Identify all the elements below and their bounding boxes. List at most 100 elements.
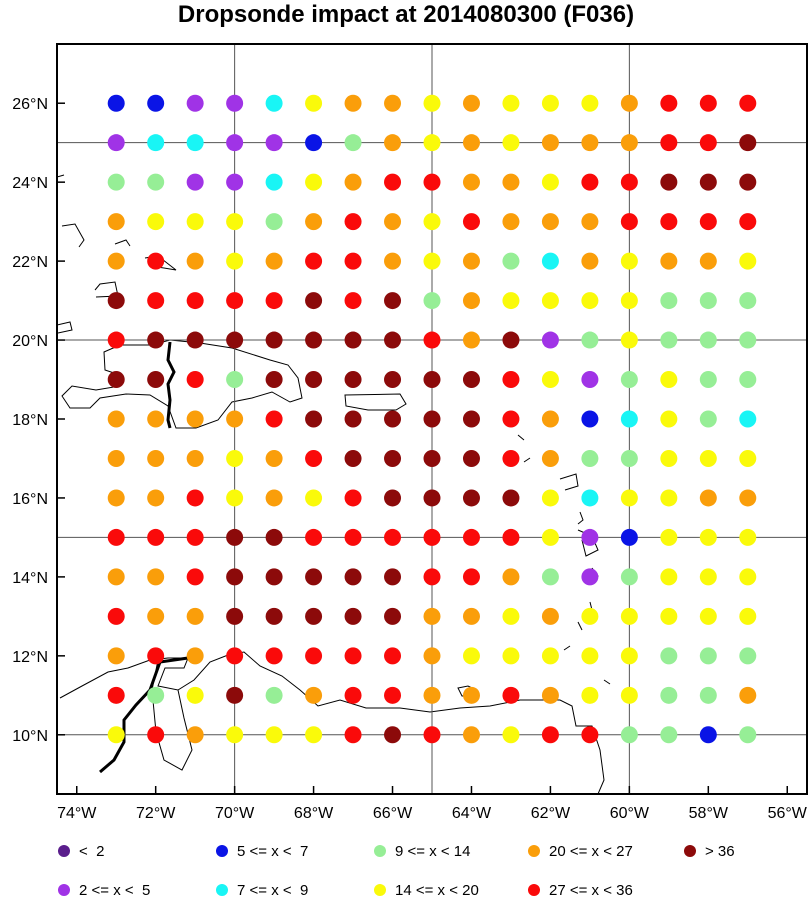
data-point <box>344 568 362 586</box>
data-point <box>581 331 599 349</box>
data-point <box>502 213 520 231</box>
data-point <box>423 410 441 428</box>
data-point <box>660 528 678 546</box>
data-point <box>502 686 520 704</box>
data-point <box>699 292 717 310</box>
data-point <box>265 173 283 191</box>
data-point <box>581 410 599 428</box>
x-tick-label: 70°W <box>215 805 255 822</box>
data-point <box>384 94 402 112</box>
legend-label: 7 <= x < 9 <box>237 882 308 899</box>
data-point <box>699 686 717 704</box>
data-point <box>660 726 678 744</box>
data-point <box>305 726 323 744</box>
data-point <box>107 528 125 546</box>
legend-label: 14 <= x < 20 <box>395 882 479 899</box>
data-point <box>739 726 757 744</box>
data-point <box>344 252 362 270</box>
data-point <box>502 410 520 428</box>
data-point <box>107 686 125 704</box>
axis-ticks <box>57 102 789 794</box>
data-point <box>344 173 362 191</box>
data-point <box>541 607 559 625</box>
data-point <box>186 449 204 467</box>
data-point <box>423 647 441 665</box>
data-point <box>423 489 441 507</box>
data-point <box>423 213 441 231</box>
data-point <box>265 449 283 467</box>
x-tick-label: 74°W <box>57 805 97 822</box>
data-point <box>739 252 757 270</box>
data-point <box>541 371 559 389</box>
data-point <box>186 607 204 625</box>
data-point <box>739 292 757 310</box>
y-tick-label: 10°N <box>12 728 48 745</box>
data-point <box>699 94 717 112</box>
data-point <box>305 94 323 112</box>
coastline-layer <box>57 174 611 794</box>
data-point <box>423 292 441 310</box>
data-point <box>344 528 362 546</box>
data-point <box>423 528 441 546</box>
data-point <box>147 726 165 744</box>
cuba-tip <box>57 321 73 334</box>
legend: < 2 2 <= x < 5 5 <= x < 7 7 <= x < 9 9 <= x … <box>58 843 735 899</box>
y-tick-label: 24°N <box>12 175 48 192</box>
data-point <box>541 173 559 191</box>
data-point <box>265 410 283 428</box>
data-point <box>423 331 441 349</box>
data-point <box>581 252 599 270</box>
data-point <box>186 331 204 349</box>
data-point <box>502 331 520 349</box>
legend-label: 9 <= x < 14 <box>395 843 470 860</box>
data-point <box>226 213 244 231</box>
data-point <box>502 528 520 546</box>
y-tick-label: 20°N <box>12 333 48 350</box>
data-point <box>739 213 757 231</box>
data-point <box>620 173 638 191</box>
y-tick-labels: 26°N 24°N 22°N 20°N 18°N 16°N 14°N 12°N 10°N <box>12 96 48 745</box>
data-point <box>541 489 559 507</box>
data-points <box>107 94 757 744</box>
data-point <box>107 607 125 625</box>
x-tick-label: 66°W <box>373 805 413 822</box>
data-point <box>107 252 125 270</box>
data-point <box>541 252 559 270</box>
data-point <box>581 726 599 744</box>
data-point <box>107 173 125 191</box>
data-point <box>384 607 402 625</box>
data-point <box>739 331 757 349</box>
data-point <box>265 647 283 665</box>
data-point <box>226 647 244 665</box>
data-point <box>186 489 204 507</box>
data-point <box>305 252 323 270</box>
data-point <box>305 331 323 349</box>
data-point <box>226 726 244 744</box>
data-point <box>581 568 599 586</box>
data-point <box>660 331 678 349</box>
data-point <box>620 489 638 507</box>
data-point <box>423 449 441 467</box>
y-tick-label: 18°N <box>12 412 48 429</box>
data-point <box>384 371 402 389</box>
data-point <box>699 607 717 625</box>
data-point <box>699 449 717 467</box>
data-point <box>107 371 125 389</box>
data-point <box>186 134 204 152</box>
data-point <box>462 686 480 704</box>
data-point <box>305 213 323 231</box>
data-point <box>344 607 362 625</box>
data-point <box>462 726 480 744</box>
data-point <box>739 410 757 428</box>
map-title: Dropsonde impact at 2014080300 (F036) <box>177 1 635 28</box>
data-point <box>502 94 520 112</box>
lesser-antilles <box>517 434 611 685</box>
data-point <box>699 213 717 231</box>
data-point <box>305 134 323 152</box>
data-point <box>581 371 599 389</box>
data-point <box>384 252 402 270</box>
data-point <box>660 213 678 231</box>
data-point <box>699 173 717 191</box>
data-point <box>107 726 125 744</box>
data-point <box>699 528 717 546</box>
